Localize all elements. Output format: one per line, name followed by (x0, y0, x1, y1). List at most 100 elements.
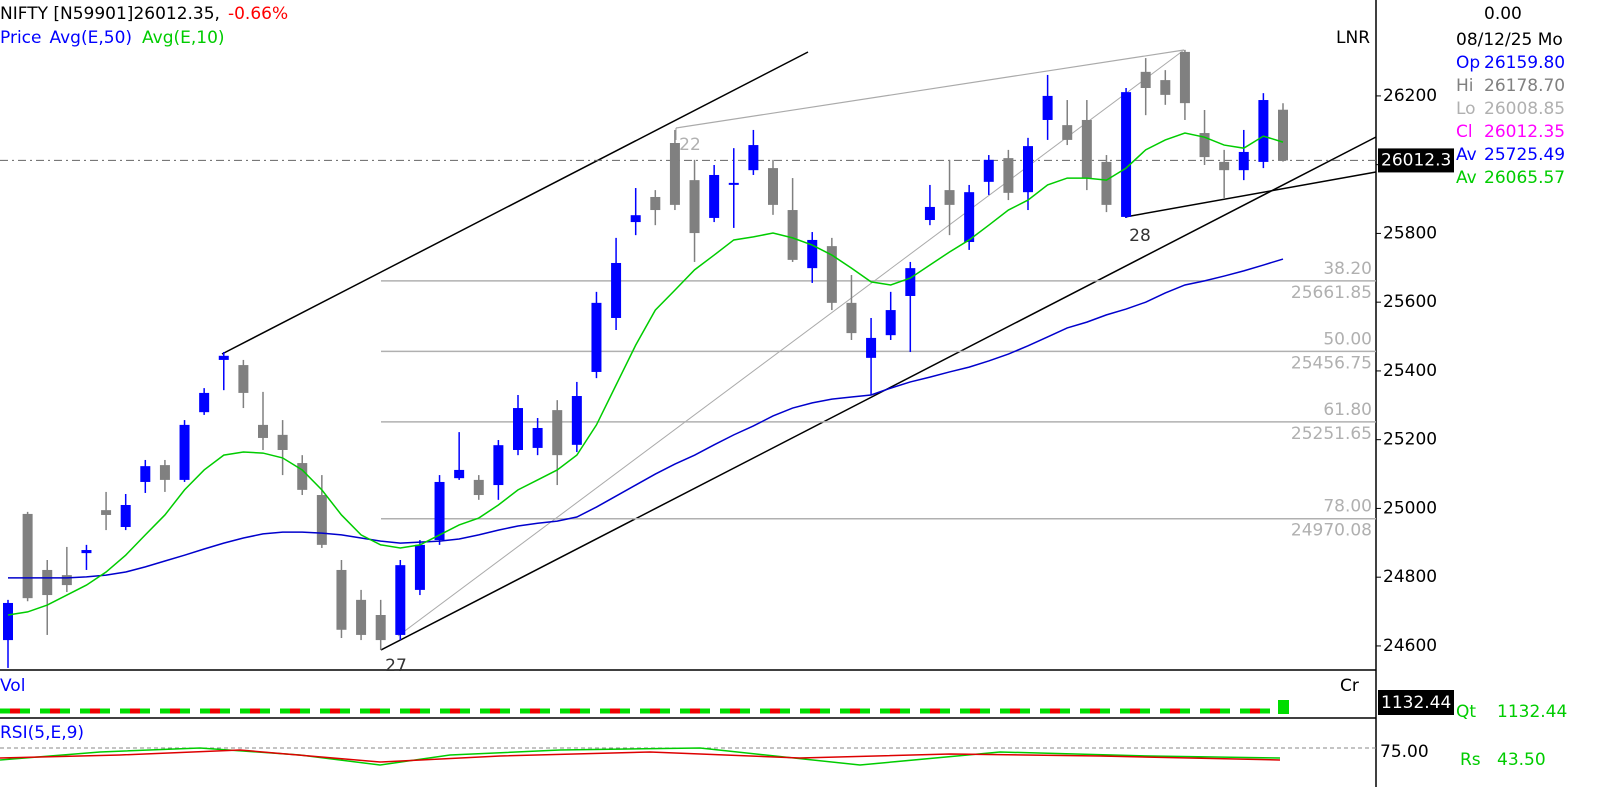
trend-line (221, 51, 809, 355)
candle-body (3, 602, 13, 641)
annotation: 22 (679, 135, 701, 155)
candle-body (434, 481, 445, 541)
candle-body (571, 396, 582, 445)
legend-ema10: Avg(E,10) (142, 28, 225, 48)
annotation: 28 (1129, 226, 1151, 246)
rsi-line (0, 747, 1281, 766)
candle-body (944, 190, 955, 205)
candle-body (316, 495, 327, 545)
candle-body (983, 159, 994, 182)
candle-body (473, 479, 484, 496)
candle-body (650, 196, 661, 211)
fib-ratio: 50.00 (1323, 329, 1372, 349)
candle-body (1101, 161, 1112, 205)
candle-body (846, 302, 857, 334)
candle-body (807, 239, 818, 269)
candle-body (297, 463, 308, 490)
fib-ratio: 38.20 (1323, 259, 1372, 279)
trend-line (380, 136, 1377, 651)
y-tick-label: 24800 (1383, 567, 1437, 587)
candle-body (375, 614, 386, 641)
info-number: 26008.85 (1484, 99, 1565, 119)
info-date: 08/12/25 Mo (1456, 30, 1563, 50)
trend-line (1124, 171, 1377, 218)
candle-body (964, 192, 975, 243)
header-line: NIFTY [N59901]26012.35, -0.66% (0, 4, 288, 24)
candle-body (61, 575, 72, 586)
qt-label: Qt (1456, 702, 1476, 722)
candle-body (218, 355, 229, 360)
fib-price: 24970.08 (1291, 521, 1372, 541)
candle-body (552, 410, 563, 456)
candle-body (336, 569, 347, 630)
fib-price: 25456.75 (1291, 353, 1372, 373)
candle-body (1199, 133, 1210, 158)
candle-body (42, 569, 53, 596)
y-tick-label: 26200 (1383, 86, 1437, 106)
candle-body (140, 466, 151, 482)
candle-body (669, 143, 680, 205)
moving-average (7, 132, 1284, 616)
trend-line (397, 49, 1185, 637)
candle-body (159, 465, 170, 480)
info-number: 26159.80 (1484, 53, 1565, 73)
candle-body (748, 145, 759, 171)
candle-body (591, 302, 602, 372)
candle-body (1140, 71, 1151, 89)
scale-mode: LNR (1336, 28, 1370, 48)
candle-body (277, 434, 288, 450)
info-label: Av (1456, 145, 1477, 165)
legend-ema50: Avg(E,50) (49, 28, 132, 48)
info-value: 0.00 (1484, 4, 1522, 24)
y-tick-label: 25600 (1383, 292, 1437, 312)
candle-body (454, 469, 465, 479)
candle-body (513, 408, 523, 450)
info-label: Av (1456, 168, 1477, 188)
y-tick-label: 24600 (1383, 636, 1437, 656)
legend-price: Price (0, 28, 41, 48)
candle-body (728, 182, 739, 185)
info-label: Hi (1456, 76, 1474, 96)
candle-body (101, 510, 112, 515)
candle-body (258, 424, 268, 438)
candle-body (1042, 95, 1053, 120)
candle-body (1238, 151, 1249, 171)
volume-marker-box (1378, 690, 1454, 715)
symbol: NIFTY [N59901]26012.35, (0, 4, 220, 24)
candle-body (1278, 109, 1288, 161)
price-marker-box (1378, 148, 1454, 173)
fib-price: 25661.85 (1291, 283, 1372, 303)
y-tick-label: 25800 (1383, 223, 1437, 243)
rs-label: Rs (1460, 750, 1481, 770)
candle-body (120, 504, 131, 527)
legend: Price Avg(E,50) Avg(E,10) (0, 28, 225, 48)
info-label: Lo (1456, 99, 1476, 119)
volume-label: Vol (0, 676, 25, 696)
candle-body (395, 565, 406, 635)
candle-body (1121, 92, 1132, 217)
trend-lines (221, 49, 1377, 651)
candle-body (826, 246, 837, 303)
candle-body (1219, 161, 1230, 171)
candle-body (1023, 146, 1033, 193)
info-label: Cl (1456, 122, 1473, 142)
candle-body (611, 262, 622, 318)
annotation: 27 (385, 656, 407, 676)
volume-bar (1278, 700, 1289, 714)
candle-body (81, 550, 92, 554)
candle-body (924, 206, 935, 221)
info-number: 25725.49 (1484, 145, 1565, 165)
y-tick-label: 25000 (1383, 498, 1437, 518)
candle-body (532, 427, 543, 448)
price-marker: 26012.3 (1381, 150, 1451, 170)
info-number: 26065.57 (1484, 168, 1565, 188)
y-tick-label: 25400 (1383, 361, 1437, 381)
candle-body (689, 180, 700, 234)
candle-body (238, 365, 249, 393)
fib-ratio: 78.00 (1323, 497, 1372, 517)
candle-body (905, 268, 916, 296)
candle-body (787, 210, 798, 260)
y-tick-label: 25200 (1383, 430, 1437, 450)
